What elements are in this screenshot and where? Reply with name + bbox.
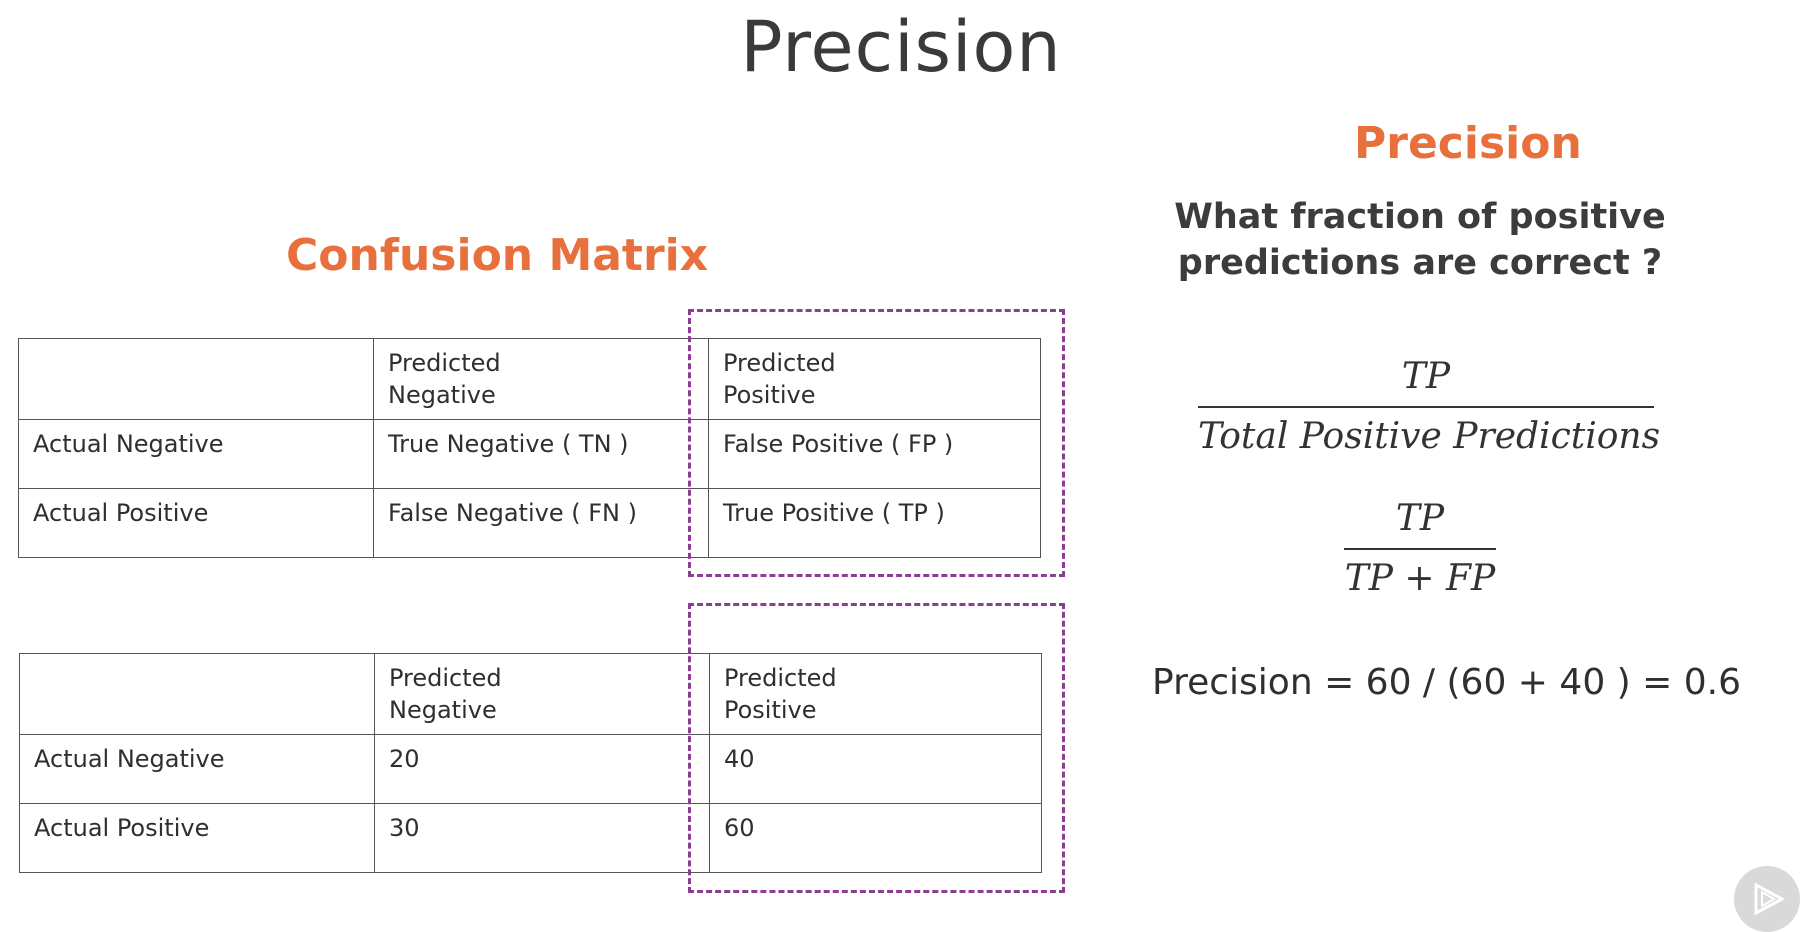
formula-denominator: TP + FP — [1344, 558, 1496, 599]
header-line: Predicted Positive — [723, 349, 836, 409]
formula-numerator: TP — [1401, 356, 1451, 397]
cell-fn-value: 30 — [374, 803, 710, 873]
row-label-actual-negative: Actual Negative — [19, 734, 375, 804]
header-line: Predicted Negative — [388, 349, 501, 409]
table-header-row: Predicted Negative Predicted Positive — [19, 653, 1042, 735]
table-row: Actual Positive False Negative ( FN ) Tr… — [18, 488, 1041, 558]
play-triangle-icon — [1754, 882, 1786, 916]
cell-true-negative: True Negative ( TN ) — [373, 419, 709, 489]
header-predicted-positive: Predicted Positive — [708, 338, 1041, 420]
cell-tp-value: 60 — [709, 803, 1042, 873]
cell-false-positive: False Positive ( FP ) — [708, 419, 1041, 489]
slide-title: Precision — [740, 6, 1062, 88]
question-line: predictions are correct ? — [1177, 243, 1663, 283]
cell-true-positive: True Positive ( TP ) — [708, 488, 1041, 558]
predicted-positive-highlight-top — [688, 309, 1065, 577]
fraction-bar — [1198, 406, 1654, 408]
row-label-actual-positive: Actual Positive — [19, 803, 375, 873]
table-corner-cell — [18, 338, 374, 420]
confusion-matrix-symbolic-table: Predicted Negative Predicted Positive Ac… — [18, 338, 1041, 558]
header-line: Predicted Positive — [724, 664, 837, 724]
precision-formula-tp-fp: TP TP + FP — [1344, 496, 1496, 602]
header-predicted-negative: Predicted Negative — [373, 338, 709, 420]
table-row: Actual Negative True Negative ( TN ) Fal… — [18, 419, 1041, 489]
cell-false-negative: False Negative ( FN ) — [373, 488, 709, 558]
confusion-matrix-values-table: Predicted Negative Predicted Positive Ac… — [19, 653, 1042, 873]
precision-heading: Precision — [1354, 118, 1582, 169]
precision-calculation: Precision = 60 / (60 + 40 ) = 0.6 — [1152, 662, 1742, 703]
question-line: What fraction of positive — [1174, 197, 1666, 237]
table-row: Actual Positive 30 60 — [19, 803, 1042, 873]
header-predicted-positive: Predicted Positive — [709, 653, 1042, 735]
confusion-matrix-heading: Confusion Matrix — [286, 230, 709, 281]
fraction-bar — [1344, 548, 1496, 550]
cell-tn-value: 20 — [374, 734, 710, 804]
row-label-actual-positive: Actual Positive — [18, 488, 374, 558]
formula-numerator: TP — [1395, 498, 1445, 539]
formula-denominator: Total Positive Predictions — [1198, 416, 1661, 457]
header-line: Predicted Negative — [389, 664, 502, 724]
row-label-actual-negative: Actual Negative — [18, 419, 374, 489]
play-logo-icon — [1734, 866, 1800, 932]
table-corner-cell — [19, 653, 375, 735]
header-predicted-negative: Predicted Negative — [374, 653, 710, 735]
precision-formula-total: TP Total Positive Predictions — [1198, 354, 1661, 460]
precision-question: What fraction of positive predictions ar… — [1150, 194, 1690, 286]
predicted-positive-highlight-bottom — [688, 603, 1065, 893]
